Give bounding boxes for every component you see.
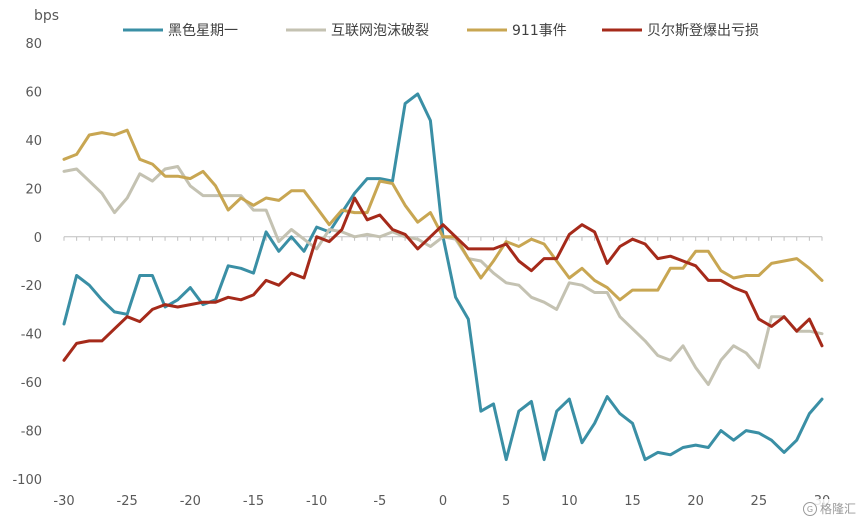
y-tick-label: -100 bbox=[12, 473, 42, 488]
series-line-2 bbox=[62, 165, 824, 386]
x-tick-label: -25 bbox=[117, 494, 138, 509]
x-tick-label: 25 bbox=[751, 494, 768, 509]
x-tick-label: -20 bbox=[180, 494, 201, 509]
x-tick-label: 20 bbox=[687, 494, 704, 509]
legend-label: 互联网泡沫破裂 bbox=[331, 23, 429, 39]
x-tick-label: -30 bbox=[53, 494, 74, 509]
watermark: G 格隆汇 bbox=[799, 499, 859, 518]
legend-label: 911事件 bbox=[512, 23, 567, 39]
legend: 黑色星期一 互联网泡沫破裂 911事件 贝尔斯登爆出亏损 bbox=[123, 22, 759, 39]
series-line-3 bbox=[62, 128, 824, 302]
x-tick-label: -10 bbox=[306, 494, 327, 509]
legend-label: 黑色星期一 bbox=[168, 22, 238, 39]
y-axis: 80 60 40 20 0 -20 -40 -60 -80 -100 bbox=[12, 37, 42, 488]
x-tick-label: 5 bbox=[502, 494, 510, 509]
series-layer bbox=[62, 92, 824, 462]
x-tick-label: 10 bbox=[561, 494, 578, 509]
x-tick-label: -5 bbox=[373, 494, 386, 509]
watermark-text: 格隆汇 bbox=[819, 502, 856, 516]
x-tick-label: 15 bbox=[624, 494, 641, 509]
y-tick-label: 0 bbox=[34, 231, 42, 246]
y-tick-label: 60 bbox=[25, 85, 42, 100]
y-tick-label: -60 bbox=[21, 376, 42, 391]
y-tick-label: 80 bbox=[25, 37, 42, 52]
x-tick-label: 0 bbox=[439, 494, 447, 509]
x-tick-label: -15 bbox=[243, 494, 264, 509]
y-tick-label: 20 bbox=[25, 182, 42, 197]
y-tick-label: -40 bbox=[21, 328, 42, 343]
series-line-1 bbox=[62, 92, 824, 462]
y-tick-label: 40 bbox=[25, 134, 42, 149]
y-axis-unit-label: bps bbox=[34, 8, 59, 24]
y-tick-label: -20 bbox=[21, 279, 42, 294]
legend-label: 贝尔斯登爆出亏损 bbox=[647, 23, 759, 39]
circle-g-logo-icon: G bbox=[802, 501, 817, 516]
y-tick-label: -80 bbox=[21, 425, 42, 440]
series-line-4 bbox=[62, 196, 824, 362]
